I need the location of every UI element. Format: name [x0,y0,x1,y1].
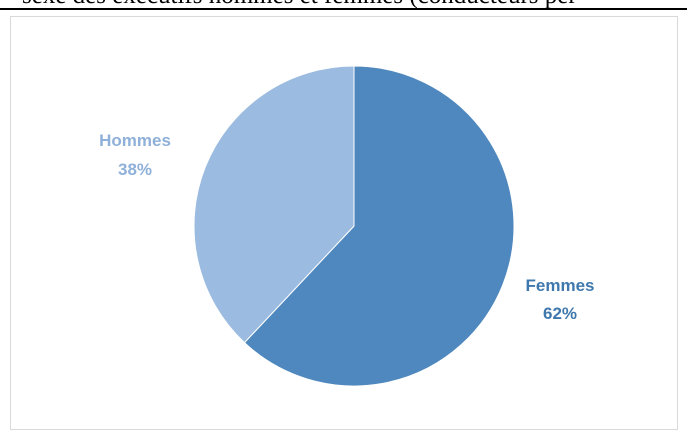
pie-slice-hommes [193,65,355,344]
page-caption: sexe des exécutifs hommes et femmes (con… [0,0,687,9]
slice-percent-hommes: 38% [118,160,152,179]
pie-labels: Femmes 62% Hommes 38% [99,131,594,323]
caption-rule [0,8,687,10]
pie-slice-femmes [243,65,515,387]
slice-percent-femmes: 62% [543,304,577,323]
caption-text: sexe des exécutifs hommes et femmes (con… [22,0,577,8]
pie-slices [193,65,515,387]
slice-label-hommes: Hommes [99,131,171,150]
slice-label-femmes: Femmes [526,276,595,295]
